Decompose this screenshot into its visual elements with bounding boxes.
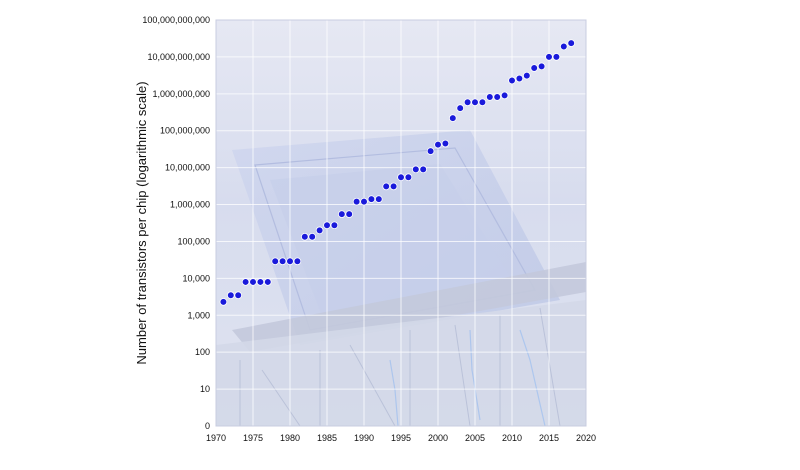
- y-tick-label: 10,000,000,000: [147, 52, 210, 62]
- data-point: [256, 278, 265, 286]
- data-point: [559, 42, 568, 51]
- y-tick-label: 10,000,000: [165, 163, 210, 173]
- data-point: [567, 39, 575, 47]
- y-axis-ticks: 0 10 100 1,000 10,000 100,000 1,000,000 10,000,…: [142, 15, 210, 431]
- data-points: [219, 39, 575, 306]
- data-point: [352, 197, 361, 206]
- data-point: [485, 93, 494, 101]
- x-tick-label: 2010: [502, 433, 522, 443]
- data-point: [397, 173, 405, 182]
- y-tick-label: 10,000: [182, 273, 210, 283]
- data-point: [263, 278, 272, 286]
- data-point: [323, 221, 331, 230]
- y-tick-label: 1,000,000,000: [152, 89, 210, 99]
- y-tick-label: 1,000,000: [170, 200, 210, 210]
- y-tick-label: 100,000,000: [160, 126, 210, 136]
- x-tick-label: 1975: [243, 433, 263, 443]
- data-point: [271, 257, 280, 266]
- data-point: [419, 165, 428, 174]
- plot-frame: [215, 19, 587, 427]
- data-point: [493, 93, 502, 101]
- y-tick-label: 100,000: [177, 236, 210, 246]
- data-point: [508, 76, 516, 85]
- data-point: [404, 173, 413, 182]
- data-point: [471, 98, 479, 107]
- data-point: [286, 257, 294, 266]
- data-point: [382, 182, 391, 191]
- data-point: [249, 278, 257, 286]
- data-point: [389, 182, 398, 191]
- data-point: [337, 210, 346, 218]
- data-point: [278, 257, 287, 266]
- grid-lines: [215, 19, 587, 427]
- data-point: [234, 291, 243, 299]
- y-tick-label: 100: [195, 347, 210, 357]
- data-point: [227, 291, 235, 299]
- data-point: [500, 91, 509, 100]
- y-tick-label: 1,000: [187, 310, 210, 320]
- data-point: [293, 257, 302, 266]
- data-point: [545, 53, 553, 61]
- data-point: [537, 62, 546, 71]
- data-point: [434, 140, 442, 149]
- data-point: [300, 232, 309, 241]
- data-point: [241, 278, 250, 286]
- y-axis-title: Number of transistors per chip (logarith…: [134, 81, 149, 364]
- x-tick-label: 1990: [354, 433, 374, 443]
- x-tick-label: 1985: [317, 433, 337, 443]
- x-tick-label: 1970: [206, 433, 226, 443]
- data-point: [463, 98, 472, 107]
- y-tick-label: 100,000,000,000: [142, 15, 210, 25]
- data-point: [515, 74, 524, 83]
- x-tick-label: 2015: [539, 433, 559, 443]
- data-point: [411, 165, 420, 174]
- x-axis-ticks: 1970 1975 1980 1985 1990 1995 2000 2005 2010 2015…: [206, 433, 596, 443]
- data-point: [219, 298, 228, 306]
- data-point: [448, 114, 457, 122]
- x-tick-label: 1995: [391, 433, 411, 443]
- data-point: [530, 64, 538, 72]
- data-point: [552, 53, 561, 61]
- x-tick-label: 2000: [428, 433, 448, 443]
- x-tick-label: 2005: [465, 433, 485, 443]
- data-point: [456, 104, 465, 112]
- x-tick-label: 2020: [576, 433, 596, 443]
- data-point: [308, 232, 317, 241]
- data-point: [522, 71, 531, 80]
- x-tick-label: 1980: [280, 433, 300, 443]
- data-point: [441, 139, 450, 148]
- data-point: [330, 221, 339, 230]
- data-point: [367, 195, 376, 203]
- y-tick-label: 10: [200, 384, 210, 394]
- data-point: [360, 197, 368, 206]
- data-point: [374, 195, 383, 203]
- data-point: [345, 210, 354, 218]
- data-point: [426, 147, 435, 155]
- data-point: [315, 226, 324, 235]
- y-tick-label: 0: [205, 421, 210, 431]
- data-point: [478, 98, 487, 107]
